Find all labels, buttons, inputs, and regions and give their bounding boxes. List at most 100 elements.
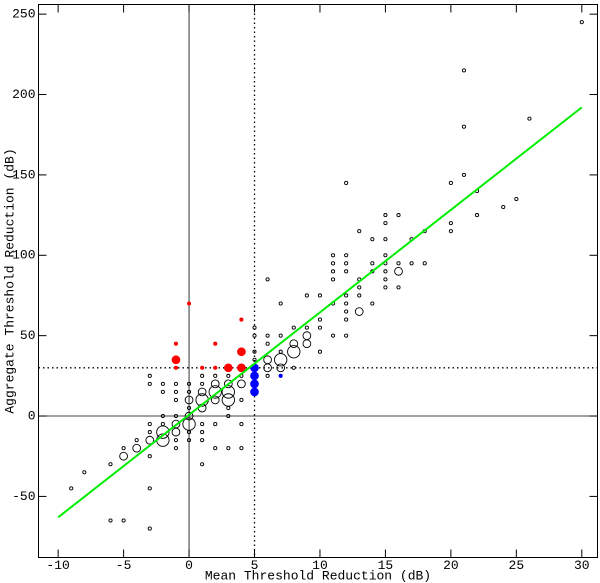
point: [121, 518, 126, 523]
point: [187, 389, 192, 394]
point: [171, 419, 181, 429]
point: [237, 363, 246, 373]
point: [184, 411, 194, 421]
point: [239, 422, 244, 427]
point: [302, 339, 312, 349]
point: [344, 301, 349, 306]
point: [344, 333, 349, 338]
point: [187, 438, 192, 443]
point: [119, 451, 128, 461]
y-tick-label: -50: [12, 489, 35, 504]
point: [370, 261, 375, 266]
point: [344, 293, 349, 298]
point: [226, 413, 231, 419]
point: [317, 293, 323, 298]
y-tick-label: 200: [12, 87, 35, 102]
point: [132, 443, 142, 453]
point: [265, 341, 270, 346]
point: [237, 379, 246, 389]
x-tick-label: -10: [46, 558, 69, 573]
point: [331, 269, 336, 274]
point: [579, 20, 584, 25]
point: [331, 333, 336, 338]
point: [276, 363, 286, 373]
point: [173, 397, 179, 403]
point: [461, 172, 467, 177]
x-axis-label: Mean Threshold Reduction (dB): [205, 568, 431, 583]
point: [226, 373, 231, 378]
point: [357, 285, 362, 290]
y-tick-label: 50: [20, 328, 36, 343]
point: [82, 470, 87, 475]
point: [461, 68, 467, 73]
point: [187, 430, 192, 435]
point: [317, 317, 323, 322]
y-tick-label: 0: [28, 408, 36, 423]
point: [396, 285, 401, 290]
point: [252, 333, 257, 338]
point: [121, 446, 126, 451]
point: [226, 405, 231, 411]
point: [302, 331, 312, 341]
point: [252, 357, 257, 362]
point: [187, 301, 192, 306]
point: [250, 371, 259, 381]
point: [200, 462, 205, 467]
point: [448, 221, 453, 226]
point: [208, 385, 222, 399]
point: [213, 446, 218, 451]
point: [383, 285, 388, 290]
point: [239, 397, 244, 403]
point: [239, 317, 244, 322]
point: [527, 116, 532, 121]
point: [171, 427, 181, 437]
point: [160, 422, 165, 427]
point: [357, 293, 362, 298]
x-tick-label: -5: [116, 558, 132, 573]
point: [221, 385, 235, 399]
point: [344, 253, 349, 258]
point: [383, 237, 388, 242]
point: [383, 277, 388, 282]
point: [344, 180, 349, 185]
x-tick-label: 20: [443, 558, 459, 573]
point: [304, 293, 309, 298]
point: [147, 454, 152, 459]
point: [448, 180, 453, 185]
point: [223, 363, 233, 373]
point: [344, 317, 349, 322]
point: [200, 381, 205, 386]
point: [289, 339, 299, 349]
point: [173, 341, 179, 346]
point: [396, 213, 401, 218]
point: [383, 213, 388, 218]
point: [291, 325, 296, 330]
point: [213, 373, 218, 378]
point: [252, 325, 257, 330]
point: [265, 333, 270, 338]
point: [173, 381, 179, 386]
point: [200, 365, 205, 370]
point: [200, 430, 205, 435]
point: [422, 261, 427, 266]
point: [210, 395, 220, 405]
point: [344, 269, 349, 274]
point: [265, 277, 270, 282]
y-axis-label: Aggregate Threshold Reduction (dB): [2, 148, 17, 413]
x-tick-label: 25: [509, 558, 525, 573]
point: [501, 205, 506, 210]
point: [331, 277, 336, 282]
point: [187, 405, 192, 411]
point: [171, 355, 181, 365]
point: [213, 365, 218, 370]
point: [252, 349, 257, 354]
point: [354, 307, 364, 316]
point: [213, 341, 218, 346]
point: [223, 379, 233, 389]
point: [304, 325, 309, 330]
point: [394, 267, 403, 276]
point: [514, 196, 519, 202]
point: [108, 462, 113, 467]
point: [475, 213, 480, 218]
point: [237, 347, 246, 357]
